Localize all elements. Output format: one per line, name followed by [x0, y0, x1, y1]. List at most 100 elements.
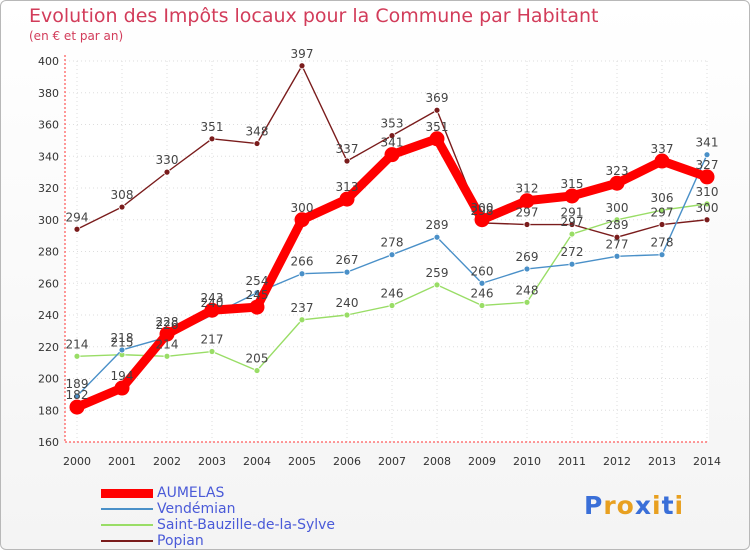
data-point-vendemian-2010	[523, 265, 531, 273]
data-point-aumelas-2001	[114, 380, 130, 396]
x-tick-label-2004: 2004	[243, 455, 271, 468]
data-label-popian-2012: 289	[606, 218, 629, 232]
data-point-popian-2001	[118, 203, 126, 211]
chart-legend: AUMELAS Vendémian Saint-Bauzille-de-la-Syl…	[101, 485, 335, 549]
data-point-popian-2008	[433, 106, 441, 114]
data-label-vendemian-2010: 269	[516, 250, 539, 264]
logo-letter: x	[634, 491, 652, 520]
legend-label: Saint-Bauzille-de-la-Sylve	[157, 517, 336, 533]
data-label-popian-2010: 297	[516, 206, 539, 220]
data-point-popian-2013	[658, 221, 666, 228]
data-point-popian-2005	[298, 62, 306, 70]
y-tick-label-280: 280	[38, 246, 59, 259]
data-label-saint-bauzille-de-la-sylve-2002: 214	[156, 337, 179, 351]
x-tick-label-2006: 2006	[333, 455, 361, 468]
logo-letter: P	[584, 491, 604, 520]
x-tick-label-2010: 2010	[513, 455, 541, 468]
legend-label: AUMELAS	[157, 485, 225, 501]
y-tick-label-320: 320	[38, 182, 59, 195]
data-point-popian-2010	[523, 221, 531, 228]
data-label-popian-2000: 294	[66, 210, 89, 224]
data-point-vendemian-2014	[703, 151, 711, 159]
data-label-popian-2004: 348	[246, 125, 269, 139]
data-label-saint-bauzille-de-la-sylve-2004: 205	[246, 352, 269, 366]
data-point-aumelas-2012	[609, 175, 625, 191]
x-tick-label-2008: 2008	[423, 455, 451, 468]
x-tick-label-2014: 2014	[693, 455, 721, 468]
y-tick-label-220: 220	[38, 341, 59, 354]
data-label-saint-bauzille-de-la-sylve-2012: 300	[606, 201, 629, 215]
y-tick-label-360: 360	[38, 119, 59, 132]
y-tick-label-300: 300	[38, 214, 59, 227]
x-tick-label-2003: 2003	[198, 455, 226, 468]
data-point-popian-2006	[343, 157, 351, 165]
data-label-popian-2009: 298	[471, 204, 494, 218]
data-point-popian-2012	[613, 233, 621, 241]
data-point-saint-bauzille-de-la-sylve-2005	[298, 316, 306, 324]
data-point-aumelas-2007	[384, 147, 400, 163]
data-point-popian-2007	[388, 132, 396, 140]
y-tick-label-260: 260	[38, 277, 59, 290]
data-label-saint-bauzille-de-la-sylve-2006: 240	[336, 296, 359, 310]
data-point-vendemian-2011	[568, 260, 576, 268]
logo-letter: r	[603, 491, 617, 520]
data-label-aumelas-2005: 300	[291, 201, 314, 215]
legend-swatch	[101, 488, 153, 498]
x-tick-label-2005: 2005	[288, 455, 316, 468]
x-tick-label-2002: 2002	[153, 455, 181, 468]
data-label-aumelas-2004: 245	[246, 288, 269, 302]
data-point-vendemian-2007	[388, 251, 396, 259]
data-point-vendemian-2001	[118, 346, 126, 354]
data-label-popian-2011: 291	[561, 206, 584, 220]
data-point-vendemian-2013	[658, 251, 666, 259]
data-label-vendemian-2008: 289	[426, 218, 449, 232]
data-point-saint-bauzille-de-la-sylve-2003	[208, 348, 216, 355]
x-tick-label-2000: 2000	[63, 455, 91, 468]
y-tick-label-200: 200	[38, 373, 59, 386]
legend-item-vendemian: Vendémian	[101, 501, 335, 517]
data-label-popian-2003: 351	[201, 120, 224, 134]
data-point-aumelas-2010	[519, 193, 535, 209]
data-point-aumelas-2002	[159, 326, 175, 342]
data-point-saint-bauzille-de-la-sylve-2011	[568, 230, 576, 238]
data-label-aumelas-2001: 194	[111, 369, 134, 383]
data-label-vendemian-2013: 278	[651, 236, 674, 250]
data-label-aumelas-2013: 337	[651, 142, 674, 156]
logo-letter: i	[652, 491, 662, 520]
legend-label: Popian	[157, 533, 204, 549]
data-point-saint-bauzille-de-la-sylve-2013	[658, 206, 666, 214]
data-point-saint-bauzille-de-la-sylve-2007	[388, 302, 396, 309]
logo-letter: t	[661, 491, 675, 520]
data-point-aumelas-2000	[69, 399, 85, 415]
data-label-saint-bauzille-de-la-sylve-2008: 259	[426, 266, 449, 280]
data-point-vendemian-2012	[613, 252, 621, 260]
data-label-popian-2008: 369	[426, 91, 449, 105]
data-point-aumelas-2013	[654, 153, 670, 169]
data-label-vendemian-2005: 266	[291, 255, 314, 269]
data-label-aumelas-2011: 315	[561, 177, 584, 191]
data-point-vendemian-2009	[478, 279, 486, 287]
data-label-vendemian-2002: 226	[156, 318, 179, 332]
data-point-aumelas-2005	[294, 212, 310, 228]
data-point-vendemian-2005	[298, 270, 306, 278]
data-point-saint-bauzille-de-la-sylve-2002	[163, 352, 171, 360]
data-label-vendemian-2001: 218	[111, 331, 134, 345]
data-point-saint-bauzille-de-la-sylve-2000	[73, 352, 81, 360]
data-label-vendemian-2006: 267	[336, 253, 359, 267]
y-tick-label-400: 400	[38, 55, 59, 68]
chart-subtitle: (en € et par an)	[29, 29, 124, 43]
data-label-saint-bauzille-de-la-sylve-2007: 246	[381, 286, 404, 300]
y-tick-label-180: 180	[38, 404, 59, 417]
data-label-popian-2001: 308	[111, 188, 134, 202]
data-label-vendemian-2014: 341	[696, 136, 719, 150]
legend-label: Vendémian	[157, 501, 236, 517]
x-tick-label-2009: 2009	[468, 455, 496, 468]
data-label-aumelas-2002: 228	[156, 315, 179, 329]
data-point-vendemian-2000	[73, 392, 81, 400]
data-point-saint-bauzille-de-la-sylve-2012	[613, 216, 621, 224]
data-point-aumelas-2006	[339, 191, 355, 207]
data-label-popian-2013: 297	[651, 206, 674, 220]
legend-swatch	[101, 540, 153, 542]
data-label-popian-2002: 330	[156, 153, 179, 167]
